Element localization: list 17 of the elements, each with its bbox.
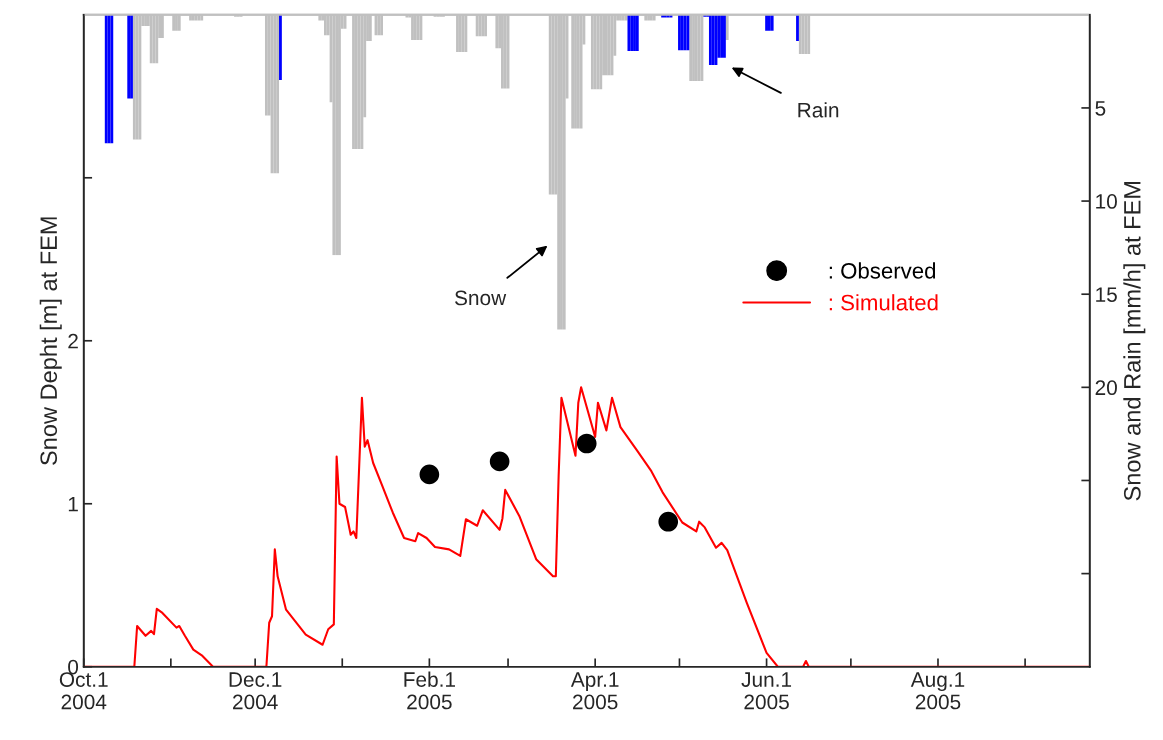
y-tick-label: 1 — [68, 496, 78, 512]
annotation: Snow — [454, 290, 507, 306]
x-tick-label: Jun.1 2005 — [741, 672, 792, 710]
y2-tick-label: 5 — [1095, 101, 1106, 116]
y2-axis-title: Snow and Rain [mm/h] at FEM — [1123, 181, 1146, 501]
x-tick-label: Apr.1 2005 — [570, 672, 619, 710]
legend-label: : Simulated — [829, 294, 938, 311]
legend-label: : Observed — [829, 262, 936, 279]
y2-tick-label: 10 — [1096, 194, 1117, 209]
y2-tick-label: 20 — [1095, 380, 1117, 396]
x-tick-label: Dec.1 2004 — [229, 672, 282, 710]
annotation: Rain — [798, 102, 839, 118]
y-tick-label: 2 — [68, 333, 78, 349]
y2-tick-label: 15 — [1096, 287, 1117, 302]
y-axis-title: Snow Depht [m] at FEM — [39, 217, 62, 465]
x-tick-label: Feb.1 2005 — [404, 671, 455, 710]
x-tick-label: Aug.1 2005 — [910, 672, 965, 710]
